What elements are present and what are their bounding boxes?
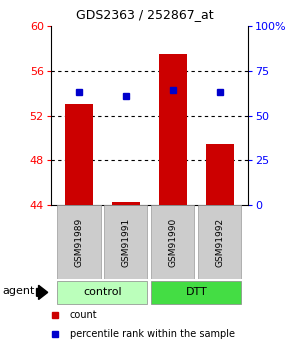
Text: agent: agent bbox=[3, 286, 35, 296]
Bar bbox=[57, 205, 101, 279]
Bar bbox=[159, 54, 187, 205]
Bar bbox=[104, 205, 148, 279]
Bar bbox=[112, 202, 140, 205]
Bar bbox=[206, 144, 234, 205]
Bar bbox=[57, 281, 148, 304]
Text: GSM91992: GSM91992 bbox=[215, 218, 224, 267]
FancyArrow shape bbox=[37, 285, 48, 299]
Text: GDS2363 / 252867_at: GDS2363 / 252867_at bbox=[76, 8, 214, 21]
Text: GSM91991: GSM91991 bbox=[122, 218, 130, 267]
Bar bbox=[151, 205, 194, 279]
Text: DTT: DTT bbox=[185, 287, 207, 297]
Text: count: count bbox=[70, 310, 97, 320]
Bar bbox=[151, 281, 241, 304]
Text: control: control bbox=[83, 287, 122, 297]
Bar bbox=[198, 205, 241, 279]
Text: percentile rank within the sample: percentile rank within the sample bbox=[70, 329, 235, 339]
Bar bbox=[65, 104, 93, 205]
Text: GSM91990: GSM91990 bbox=[168, 218, 177, 267]
Text: GSM91989: GSM91989 bbox=[75, 218, 84, 267]
